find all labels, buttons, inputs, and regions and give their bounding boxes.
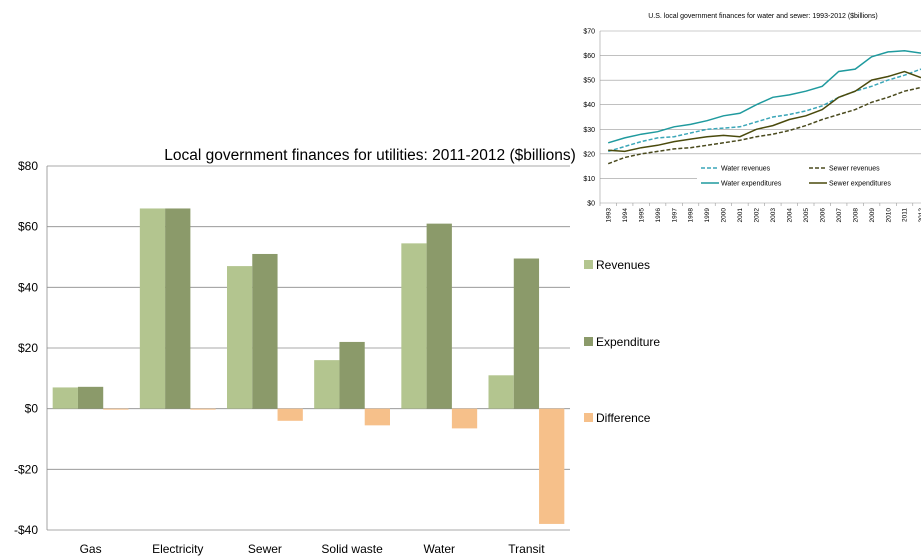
x-tick-label: 2002 [754,208,761,223]
y-tick-label: $40 [18,280,38,294]
bar [190,408,216,410]
x-tick-label: 2007 [836,208,843,223]
inset-legend: Water revenues Sewer revenues Water expend… [697,159,921,189]
x-tick-label: 1995 [638,208,645,223]
legend-label: Water expenditures [721,181,782,188]
series-line [607,68,921,153]
bar [401,243,427,409]
inset-x-axis: 1993 1994 1995 1996 1997 1998 1999 2000 2001 2002… [605,208,921,223]
bar [451,408,478,429]
bar [252,253,278,409]
x-tick-label: Electricity [152,542,203,556]
y-tick-label: $0 [25,402,39,416]
x-tick-label: 2008 [852,208,859,223]
legend-swatch [584,413,593,422]
y-tick-label: $60 [18,220,38,234]
legend-swatch [584,337,593,346]
main-legend: Revenues Expenditure Difference [584,258,660,425]
x-tick-label: 2000 [721,208,728,223]
y-tick-label: $20 [18,341,38,355]
inset-y-axis: $0 $10 $20 $30 $40 $50 $60 $70 [583,29,595,208]
legend-swatch [584,260,593,269]
inset-chart-title: U.S. local government finances for water… [648,13,878,20]
bar [513,258,540,409]
y-tick-label: $70 [583,29,595,36]
bar [314,360,340,409]
x-tick-label: 2009 [869,208,876,223]
x-tick-label: Water [423,542,455,556]
y-tick-label: $50 [583,78,595,85]
x-tick-label: 2011 [902,208,909,222]
inset-lines [607,49,921,165]
x-tick-label: Transit [508,542,545,556]
main-chart-title: Local government finances for utilities:… [164,147,576,164]
legend-label: Sewer expenditures [829,181,891,188]
legend-label: Expenditure [596,335,660,349]
bar [52,387,78,409]
legend-label: Difference [596,411,651,425]
x-tick-label: 1998 [688,208,695,223]
legend-label: Sewer revenues [829,166,880,173]
x-tick-label: 1994 [622,208,629,223]
bar [165,208,191,409]
y-tick-label: $20 [583,151,595,158]
y-tick-label: $0 [587,201,595,208]
bar [426,223,452,409]
y-tick-label: $40 [583,102,595,109]
main-x-axis: Gas Electricity Sewer Solid waste Water Trans… [80,542,546,556]
x-tick-label: 2005 [803,208,810,223]
x-tick-label: 2004 [787,208,794,223]
legend-label: Water revenues [721,166,771,173]
x-tick-label: 2006 [819,208,826,223]
x-tick-label: Solid waste [321,542,383,556]
bar [77,386,104,409]
bar [488,375,514,409]
bar [539,408,565,524]
series-line [607,86,921,165]
y-tick-label: -$40 [14,523,38,537]
x-tick-label: Sewer [248,542,282,556]
series-line [607,49,921,144]
y-tick-label: $80 [18,159,38,173]
x-tick-label: Gas [80,542,102,556]
x-tick-label: 1993 [605,208,612,223]
main-bars [52,208,565,524]
main-y-axis: -$40 -$20 $0 $20 $40 $60 $80 [14,159,38,537]
legend-label: Revenues [596,258,650,272]
main-grid [46,165,570,531]
bar [226,266,253,409]
x-tick-label: 1999 [704,208,711,223]
bar [139,208,166,409]
x-tick-label: 1996 [655,208,662,223]
y-tick-label: $30 [583,127,595,134]
y-tick-label: -$20 [14,462,38,476]
x-tick-label: 2010 [885,208,892,223]
bar [339,341,365,409]
y-tick-label: $60 [583,53,595,60]
x-tick-label: 2001 [737,208,744,223]
series-line [608,70,921,153]
x-tick-label: 2003 [770,208,777,223]
x-tick-label: 1997 [671,208,678,223]
legend-box [697,159,921,189]
bar [277,408,303,421]
x-tick-label: 2012 [918,208,921,223]
y-tick-label: $10 [583,176,595,183]
bar [103,408,129,410]
bar [364,408,391,426]
